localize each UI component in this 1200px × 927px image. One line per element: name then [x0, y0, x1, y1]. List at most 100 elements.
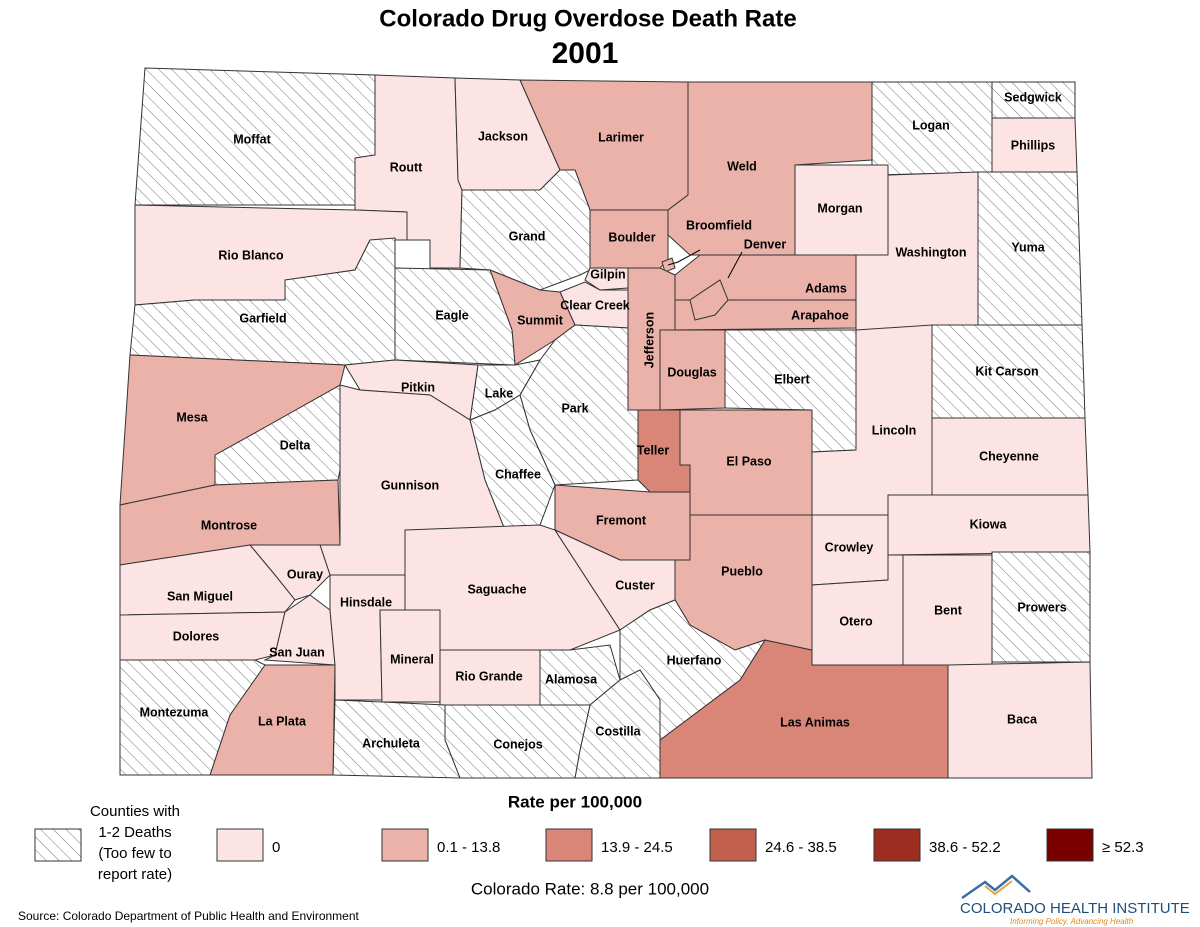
county-label: Pitkin [401, 380, 435, 394]
county-label: Larimer [598, 130, 644, 144]
county-labels: Moffat Routt Jackson Larimer Weld Logan Sedgwi… [140, 90, 1067, 751]
legend-label: Counties with [90, 803, 180, 820]
legend-label: 0 [272, 839, 280, 856]
county-label: Custer [615, 578, 655, 592]
county-label: Mineral [390, 652, 434, 666]
county-label: Ouray [287, 567, 323, 581]
county-label: La Plata [258, 714, 307, 728]
county-label: Dolores [173, 629, 220, 643]
county [394, 267, 516, 366]
logo: COLORADO HEALTH INSTITUTE Informing Poli… [960, 874, 1190, 926]
legend-swatch [216, 828, 264, 862]
state-rate: Colorado Rate: 8.8 per 100,000 [471, 879, 709, 898]
map-subtitle: 2001 [552, 37, 619, 70]
county [119, 659, 266, 776]
legend-swatch [1046, 828, 1094, 862]
legend-label: report rate) [98, 866, 172, 883]
county-label: Rio Grande [455, 669, 522, 683]
county-label: Yuma [1011, 240, 1045, 254]
county-label: San Juan [269, 645, 325, 659]
logo-tagline: Informing Policy. Advancing Health [1010, 917, 1134, 926]
county-label: Montrose [201, 518, 257, 532]
county-label: Jefferson [642, 312, 656, 368]
county-label: Logan [912, 118, 950, 132]
county [119, 611, 286, 661]
county-label: Phillips [1011, 138, 1056, 152]
county-label: Moffat [233, 132, 271, 146]
county-label: Gunnison [381, 478, 439, 492]
legend-swatch [381, 828, 429, 862]
county-label: Delta [280, 438, 312, 452]
legend: Counties with 1-2 Deaths (Too few to report… [34, 803, 1144, 883]
county-label: Cheyenne [979, 449, 1039, 463]
county-label: Bent [934, 603, 963, 617]
legend-label: (Too few to [98, 845, 171, 862]
county-label: Sedgwick [1004, 90, 1062, 104]
counties [119, 67, 1093, 779]
leader-line [667, 249, 701, 266]
county-label: Broomfield [686, 218, 752, 232]
county-label: Baca [1007, 712, 1038, 726]
legend-title: Rate per 100,000 [508, 792, 642, 811]
legend-label: 13.9 - 24.5 [601, 839, 673, 856]
county-label: Prowers [1017, 600, 1066, 614]
county-label: Las Animas [780, 715, 850, 729]
county-label: Elbert [774, 372, 810, 386]
legend-label: 24.6 - 38.5 [765, 839, 837, 856]
county-label: Jackson [478, 129, 528, 143]
county-label: Saguache [467, 582, 526, 596]
county-label: Arapahoe [791, 308, 849, 322]
leader-lines [667, 249, 743, 279]
county-label: Alamosa [545, 672, 598, 686]
legend-swatch [545, 828, 593, 862]
county-label: El Paso [726, 454, 772, 468]
county [659, 329, 726, 411]
county-label: Hinsdale [340, 595, 392, 609]
county-label: Huerfano [667, 653, 722, 667]
legend-label: ≥ 52.3 [1102, 839, 1144, 856]
county-label: Lincoln [872, 423, 916, 437]
leader-line [727, 251, 743, 279]
legend-swatch [873, 828, 921, 862]
county-label: Lake [485, 386, 514, 400]
legend-label: 38.6 - 52.2 [929, 839, 1001, 856]
logo-sun [984, 880, 1013, 896]
county-label: Adams [805, 281, 847, 295]
county-label: Kit Carson [975, 364, 1038, 378]
county-label: San Miguel [167, 589, 233, 603]
county-label: Archuleta [362, 736, 421, 750]
county-label: Garfield [239, 311, 286, 325]
county-label: Washington [895, 245, 966, 259]
logo-name: COLORADO HEALTH INSTITUTE [960, 900, 1190, 917]
county-label: Park [561, 401, 588, 415]
county-label: Fremont [596, 513, 647, 527]
county [584, 267, 629, 291]
county-label: Pueblo [721, 564, 763, 578]
county-label: Grand [509, 229, 546, 243]
county-label: Kiowa [970, 517, 1008, 531]
legend-label: 1-2 Deaths [98, 824, 171, 841]
logo-mountains [961, 874, 1031, 900]
county-label: Denver [744, 237, 787, 251]
county-label: Mesa [176, 410, 208, 424]
county [689, 279, 729, 321]
county-label: Eagle [435, 308, 468, 322]
county-label: Montezuma [140, 705, 210, 719]
county-label: Clear Creek [560, 298, 630, 312]
county-label: Gilpin [590, 267, 625, 281]
map-title: Colorado Drug Overdose Death Rate [379, 5, 796, 32]
county-label: Boulder [608, 230, 655, 244]
legend-swatch [34, 828, 82, 862]
county-label: Crowley [825, 540, 874, 554]
county-label: Routt [390, 160, 423, 174]
legend-label: 0.1 - 13.8 [437, 839, 500, 856]
county-label: Costilla [595, 724, 641, 738]
county-label: Rio Blanco [218, 248, 284, 262]
county-label: Teller [637, 443, 670, 457]
county-label: Douglas [667, 365, 716, 379]
county-label: Otero [839, 614, 873, 628]
county-label: Chaffee [495, 467, 541, 481]
source: Source: Colorado Department of Public He… [18, 909, 360, 923]
county [637, 409, 691, 493]
